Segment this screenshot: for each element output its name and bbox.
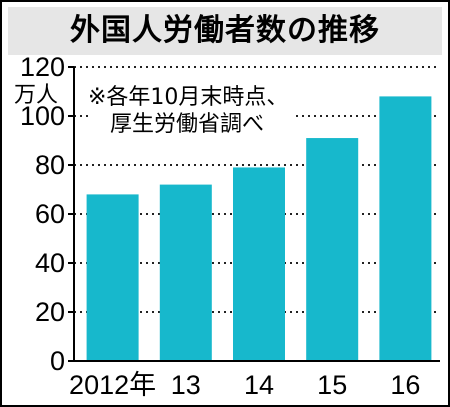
- x-tick-label: 2012年: [69, 370, 156, 400]
- y-ticks: 0 20 40 60 80 100 120: [20, 52, 74, 376]
- x-tick-label: 13: [171, 370, 201, 400]
- bar-13: [159, 184, 212, 361]
- chart-title: 外国人労働者数の推移: [8, 7, 442, 55]
- x-tick-label: 14: [244, 370, 274, 400]
- y-tick-label: 100: [20, 101, 65, 131]
- note-line-1: ※各年10月末時点、: [88, 85, 289, 110]
- y-tick-label: 80: [35, 150, 65, 180]
- y-tick-label: 40: [35, 248, 65, 278]
- x-tick-labels: 2012年 13 14 15 16: [69, 370, 420, 400]
- bar-2012年: [86, 194, 139, 361]
- y-tick-label: 0: [50, 346, 65, 376]
- unit-label: 万人: [14, 83, 59, 108]
- y-tick-label: 20: [35, 297, 65, 327]
- y-tick-label: 120: [20, 52, 65, 82]
- bar-15: [306, 138, 359, 361]
- y-tick-label: 60: [35, 199, 65, 229]
- bar-14: [233, 167, 285, 361]
- source-note: ※各年10月末時点、 厚生労働省調べ: [88, 84, 293, 138]
- bars: [86, 96, 432, 362]
- x-tick-label: 15: [317, 370, 347, 400]
- x-tick-label: 16: [390, 370, 420, 400]
- note-line-2: 厚生労働省調べ: [110, 112, 265, 137]
- bar-16: [379, 96, 432, 362]
